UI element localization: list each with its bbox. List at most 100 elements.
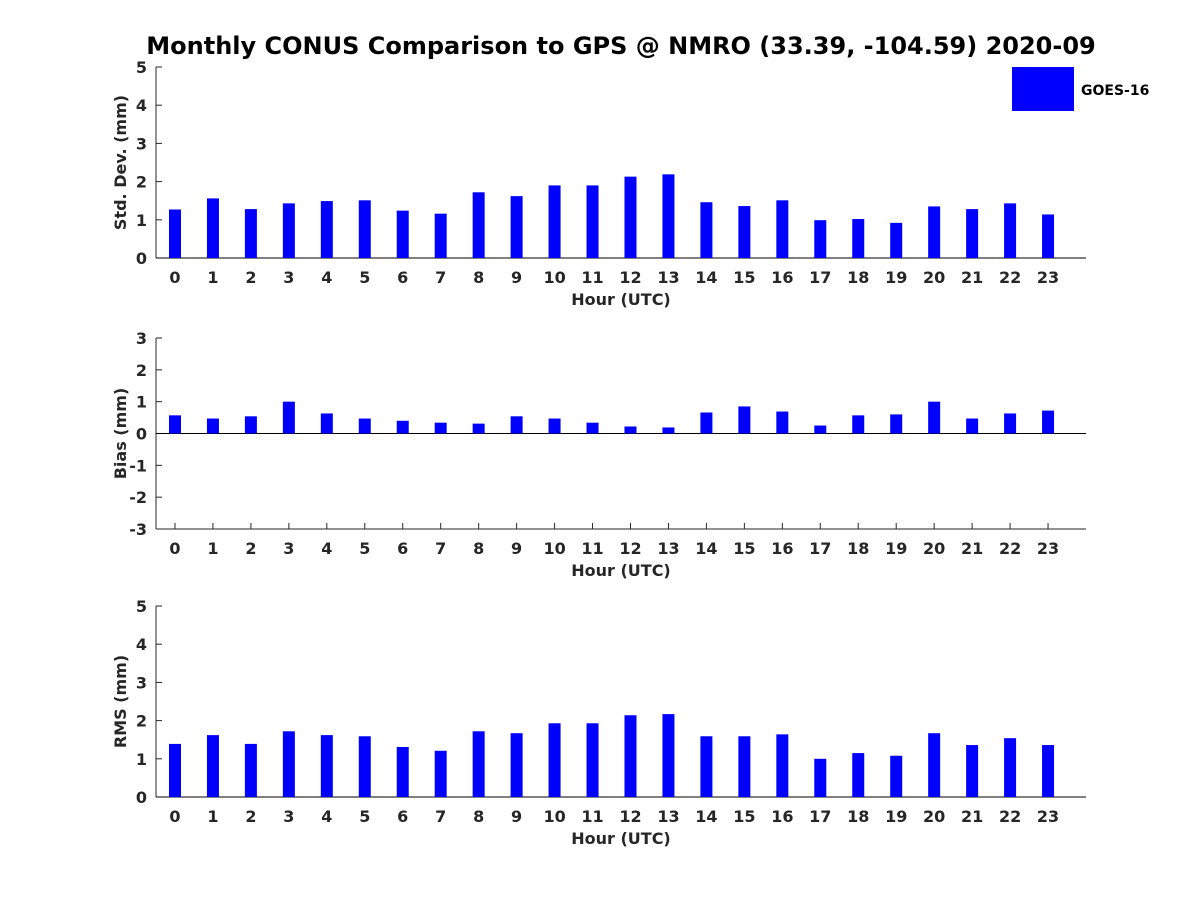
bar-rms-10 — [548, 723, 561, 797]
x-tick-label: 16 — [771, 539, 793, 558]
bar-std-dev-3 — [282, 203, 295, 258]
bar-rms-15 — [738, 736, 751, 797]
x-tick-label: 21 — [961, 807, 983, 826]
bar-bias-3 — [282, 401, 295, 434]
bar-rms-2 — [244, 743, 257, 797]
x-tick-label: 0 — [169, 807, 180, 826]
x-tick-label: 2 — [245, 268, 256, 287]
bar-std-dev-12 — [624, 176, 637, 258]
bar-rms-11 — [586, 723, 599, 797]
x-tick-label: 22 — [999, 807, 1021, 826]
x-tick-label: 4 — [321, 268, 332, 287]
x-tick-label: 0 — [169, 268, 180, 287]
legend-swatch — [1012, 67, 1074, 111]
bar-bias-10 — [548, 418, 561, 434]
x-tick-label: 9 — [511, 539, 522, 558]
x-tick-label: 8 — [473, 268, 484, 287]
bar-bias-0 — [168, 415, 181, 434]
x-tick-label: 14 — [695, 539, 717, 558]
x-tick-label: 14 — [695, 807, 717, 826]
bar-rms-6 — [396, 746, 409, 797]
bar-std-dev-0 — [168, 209, 181, 258]
x-tick-label: 0 — [169, 539, 180, 558]
bar-bias-1 — [206, 418, 219, 434]
x-tick-label: 5 — [359, 539, 370, 558]
y-tick-label: 0 — [136, 788, 147, 807]
bar-std-dev-1 — [206, 198, 219, 258]
x-tick-label: 4 — [321, 807, 332, 826]
x-tick-label: 22 — [999, 268, 1021, 287]
bar-rms-0 — [168, 743, 181, 797]
y-tick-label: -1 — [129, 456, 147, 475]
bar-std-dev-13 — [662, 174, 675, 258]
x-tick-label: 19 — [885, 539, 907, 558]
x-tick-label: 3 — [283, 268, 294, 287]
x-tick-label: 12 — [619, 539, 641, 558]
bar-bias-6 — [396, 420, 409, 434]
bar-rms-16 — [776, 734, 789, 797]
bar-rms-17 — [814, 758, 827, 797]
bar-bias-22 — [1004, 413, 1017, 434]
bar-bias-16 — [776, 411, 789, 434]
x-tick-label: 16 — [771, 807, 793, 826]
x-tick-label: 6 — [397, 807, 408, 826]
x-tick-label: 13 — [657, 268, 679, 287]
bar-bias-11 — [586, 422, 599, 434]
x-tick-label: 13 — [657, 539, 679, 558]
bar-rms-3 — [282, 731, 295, 797]
bar-std-dev-19 — [890, 222, 903, 258]
y-tick-label: 1 — [136, 393, 147, 412]
y-tick-label: 4 — [136, 96, 147, 115]
y-tick-label: 2 — [136, 361, 147, 380]
x-tick-label: 2 — [245, 807, 256, 826]
x-tick-label: 6 — [397, 539, 408, 558]
x-tick-label: 21 — [961, 539, 983, 558]
x-tick-label: 7 — [435, 807, 446, 826]
y-tick-label: 3 — [136, 134, 147, 153]
y-tick-label: 5 — [136, 597, 147, 616]
y-tick-label: -2 — [129, 488, 147, 507]
bar-rms-14 — [700, 736, 713, 797]
x-tick-label: 19 — [885, 807, 907, 826]
bar-rms-5 — [358, 736, 371, 797]
x-tick-label: 11 — [581, 268, 603, 287]
x-tick-label: 23 — [1037, 807, 1059, 826]
x-tick-label: 15 — [733, 539, 755, 558]
x-tick-label: 20 — [923, 268, 945, 287]
x-tick-label: 19 — [885, 268, 907, 287]
x-tick-label: 7 — [435, 268, 446, 287]
x-tick-label: 5 — [359, 268, 370, 287]
y-tick-label: 1 — [136, 750, 147, 769]
x-tick-label: 15 — [733, 268, 755, 287]
x-tick-label: 10 — [543, 268, 565, 287]
x-tick-label: 4 — [321, 539, 332, 558]
bar-std-dev-4 — [320, 201, 333, 258]
x-tick-label: 5 — [359, 807, 370, 826]
y-axis-label: RMS (mm) — [111, 655, 130, 748]
x-tick-label: 17 — [809, 539, 831, 558]
bar-std-dev-8 — [472, 192, 485, 258]
bar-std-dev-18 — [852, 219, 865, 258]
x-tick-label: 17 — [809, 268, 831, 287]
x-tick-label: 13 — [657, 807, 679, 826]
bar-bias-14 — [700, 412, 713, 434]
bar-std-dev-5 — [358, 200, 371, 258]
bar-std-dev-15 — [738, 206, 751, 258]
x-tick-label: 17 — [809, 807, 831, 826]
bar-std-dev-20 — [928, 206, 941, 258]
x-tick-label: 22 — [999, 539, 1021, 558]
x-axis-label: Hour (UTC) — [571, 561, 671, 580]
x-tick-label: 15 — [733, 807, 755, 826]
bar-bias-15 — [738, 406, 751, 434]
bar-std-dev-9 — [510, 196, 523, 258]
x-tick-label: 1 — [207, 539, 218, 558]
y-tick-label: 2 — [136, 712, 147, 731]
bar-rms-20 — [928, 733, 941, 797]
bar-std-dev-16 — [776, 200, 789, 258]
x-tick-label: 20 — [923, 807, 945, 826]
bar-rms-1 — [206, 735, 219, 797]
bar-rms-18 — [852, 753, 865, 797]
